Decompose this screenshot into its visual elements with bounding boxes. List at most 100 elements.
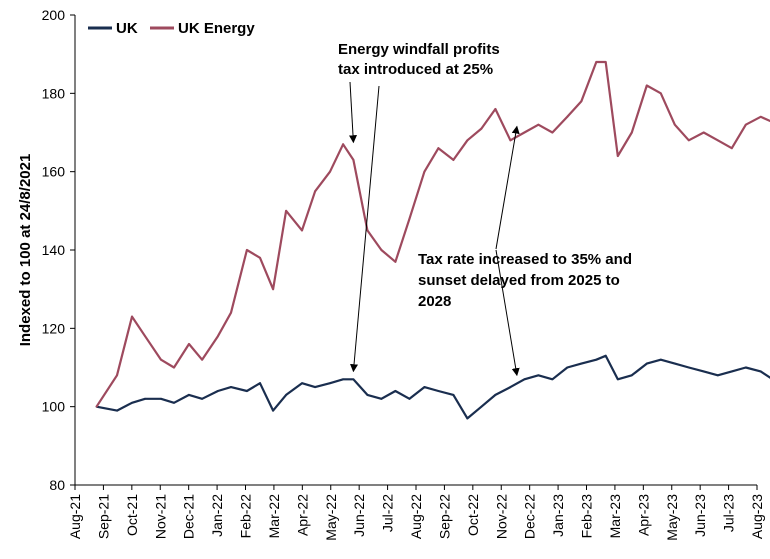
- data-point: [551, 378, 554, 381]
- data-point: [408, 217, 411, 220]
- data-point: [716, 139, 719, 142]
- x-tick-label: Jun-23: [692, 494, 708, 537]
- annotation-layer: Energy windfall profits tax introduced at…: [338, 41, 632, 377]
- data-point: [716, 374, 719, 377]
- y-tick-label: 140: [42, 242, 66, 258]
- data-point: [580, 362, 583, 365]
- data-point: [702, 131, 705, 134]
- data-point: [480, 127, 483, 130]
- data-point: [509, 139, 512, 142]
- data-point: [201, 358, 203, 361]
- annotation-line: 2028: [418, 293, 451, 310]
- data-point: [759, 370, 762, 373]
- data-point: [494, 394, 497, 396]
- x-tick-label: Jul-22: [380, 494, 396, 532]
- data-point: [144, 335, 146, 338]
- data-point: [673, 362, 676, 365]
- data-point: [116, 374, 118, 377]
- data-point: [659, 358, 662, 361]
- axes: 80 100 120 140 160 180 200 Aug-21 Sep-21 Oct-21 No…: [42, 7, 765, 541]
- x-tick-label: Mar-22: [266, 494, 282, 539]
- data-point: [408, 397, 411, 400]
- data-point: [246, 390, 248, 392]
- data-point: [730, 370, 733, 373]
- annotation-line: Energy windfall profits: [338, 41, 500, 58]
- series-uk: [95, 354, 770, 420]
- data-point: [366, 394, 369, 396]
- data-point: [466, 139, 469, 142]
- data-point: [352, 159, 355, 161]
- annotation-arrow: [495, 249, 520, 377]
- data-point: [494, 108, 497, 110]
- series-layer: [95, 60, 770, 420]
- data-point: [301, 382, 303, 385]
- data-point: [173, 401, 175, 404]
- data-point: [630, 374, 633, 377]
- data-point: [673, 123, 676, 126]
- data-point: [160, 397, 162, 400]
- annotation-line: tax introduced at 25%: [338, 61, 493, 78]
- data-point: [329, 382, 331, 385]
- x-tick-label: Feb-23: [579, 494, 595, 539]
- data-point: [301, 229, 303, 232]
- data-point: [394, 260, 397, 263]
- x-tick-label: Jan-22: [209, 494, 225, 537]
- y-tick-label: 160: [42, 164, 66, 180]
- data-point: [744, 123, 747, 126]
- data-point: [95, 405, 98, 408]
- data-point: [329, 170, 331, 173]
- data-point: [230, 386, 232, 388]
- data-point: [272, 288, 274, 291]
- data-point: [380, 397, 383, 400]
- data-point: [314, 190, 317, 193]
- data-point: [551, 131, 554, 134]
- data-point: [523, 378, 526, 381]
- annotation-text: Energy windfall profits tax introduced at…: [338, 41, 500, 78]
- x-tick-label: Jun-22: [351, 494, 367, 537]
- data-point: [366, 229, 369, 232]
- data-point: [566, 115, 569, 118]
- data-point: [523, 131, 526, 134]
- x-tick-label: Aug-21: [67, 494, 83, 539]
- data-point: [272, 409, 274, 412]
- annotation-text: Tax rate increased to 35% and sunset dela…: [418, 251, 632, 310]
- legend-label: UK Energy: [178, 20, 255, 37]
- data-point: [285, 209, 288, 212]
- x-tick-label: Jan-23: [550, 494, 566, 537]
- y-tick-label: 100: [42, 399, 66, 415]
- x-tick-label: Oct-21: [124, 494, 140, 536]
- data-point: [314, 386, 317, 388]
- series-line: [96, 354, 770, 420]
- x-tick-label: Mar-23: [607, 494, 623, 539]
- x-tick-label: May-23: [664, 494, 680, 541]
- data-point: [537, 123, 540, 126]
- data-point: [342, 143, 345, 146]
- data-point: [285, 394, 288, 396]
- data-point: [645, 362, 648, 365]
- data-point: [466, 417, 469, 420]
- annotation-1: Energy windfall profits tax introduced at…: [338, 41, 500, 373]
- data-point: [659, 92, 662, 95]
- x-tick-label: Apr-22: [294, 494, 310, 536]
- data-point: [131, 401, 133, 404]
- x-tick-label: Aug-23: [749, 494, 765, 539]
- data-point: [595, 358, 598, 361]
- data-point: [604, 61, 607, 63]
- data-point: [246, 249, 248, 251]
- x-tick-label: Feb-22: [238, 494, 254, 539]
- annotation-2: Tax rate increased to 35% and sunset dela…: [418, 125, 632, 377]
- x-tick-label: May-22: [323, 494, 339, 541]
- data-point: [604, 354, 607, 357]
- data-point: [437, 147, 440, 150]
- y-tick-label: 180: [42, 85, 66, 101]
- y-tick-label: 120: [42, 320, 66, 336]
- data-point: [217, 335, 219, 338]
- x-tick-label: Jul-23: [721, 494, 737, 532]
- annotation-arrow: [350, 85, 380, 373]
- legend: UK UK Energy: [88, 20, 255, 37]
- x-tick-label: Sep-22: [436, 494, 452, 539]
- data-point: [480, 405, 483, 408]
- annotation-arrow: [495, 125, 520, 250]
- data-point: [160, 358, 162, 361]
- data-point: [423, 170, 426, 173]
